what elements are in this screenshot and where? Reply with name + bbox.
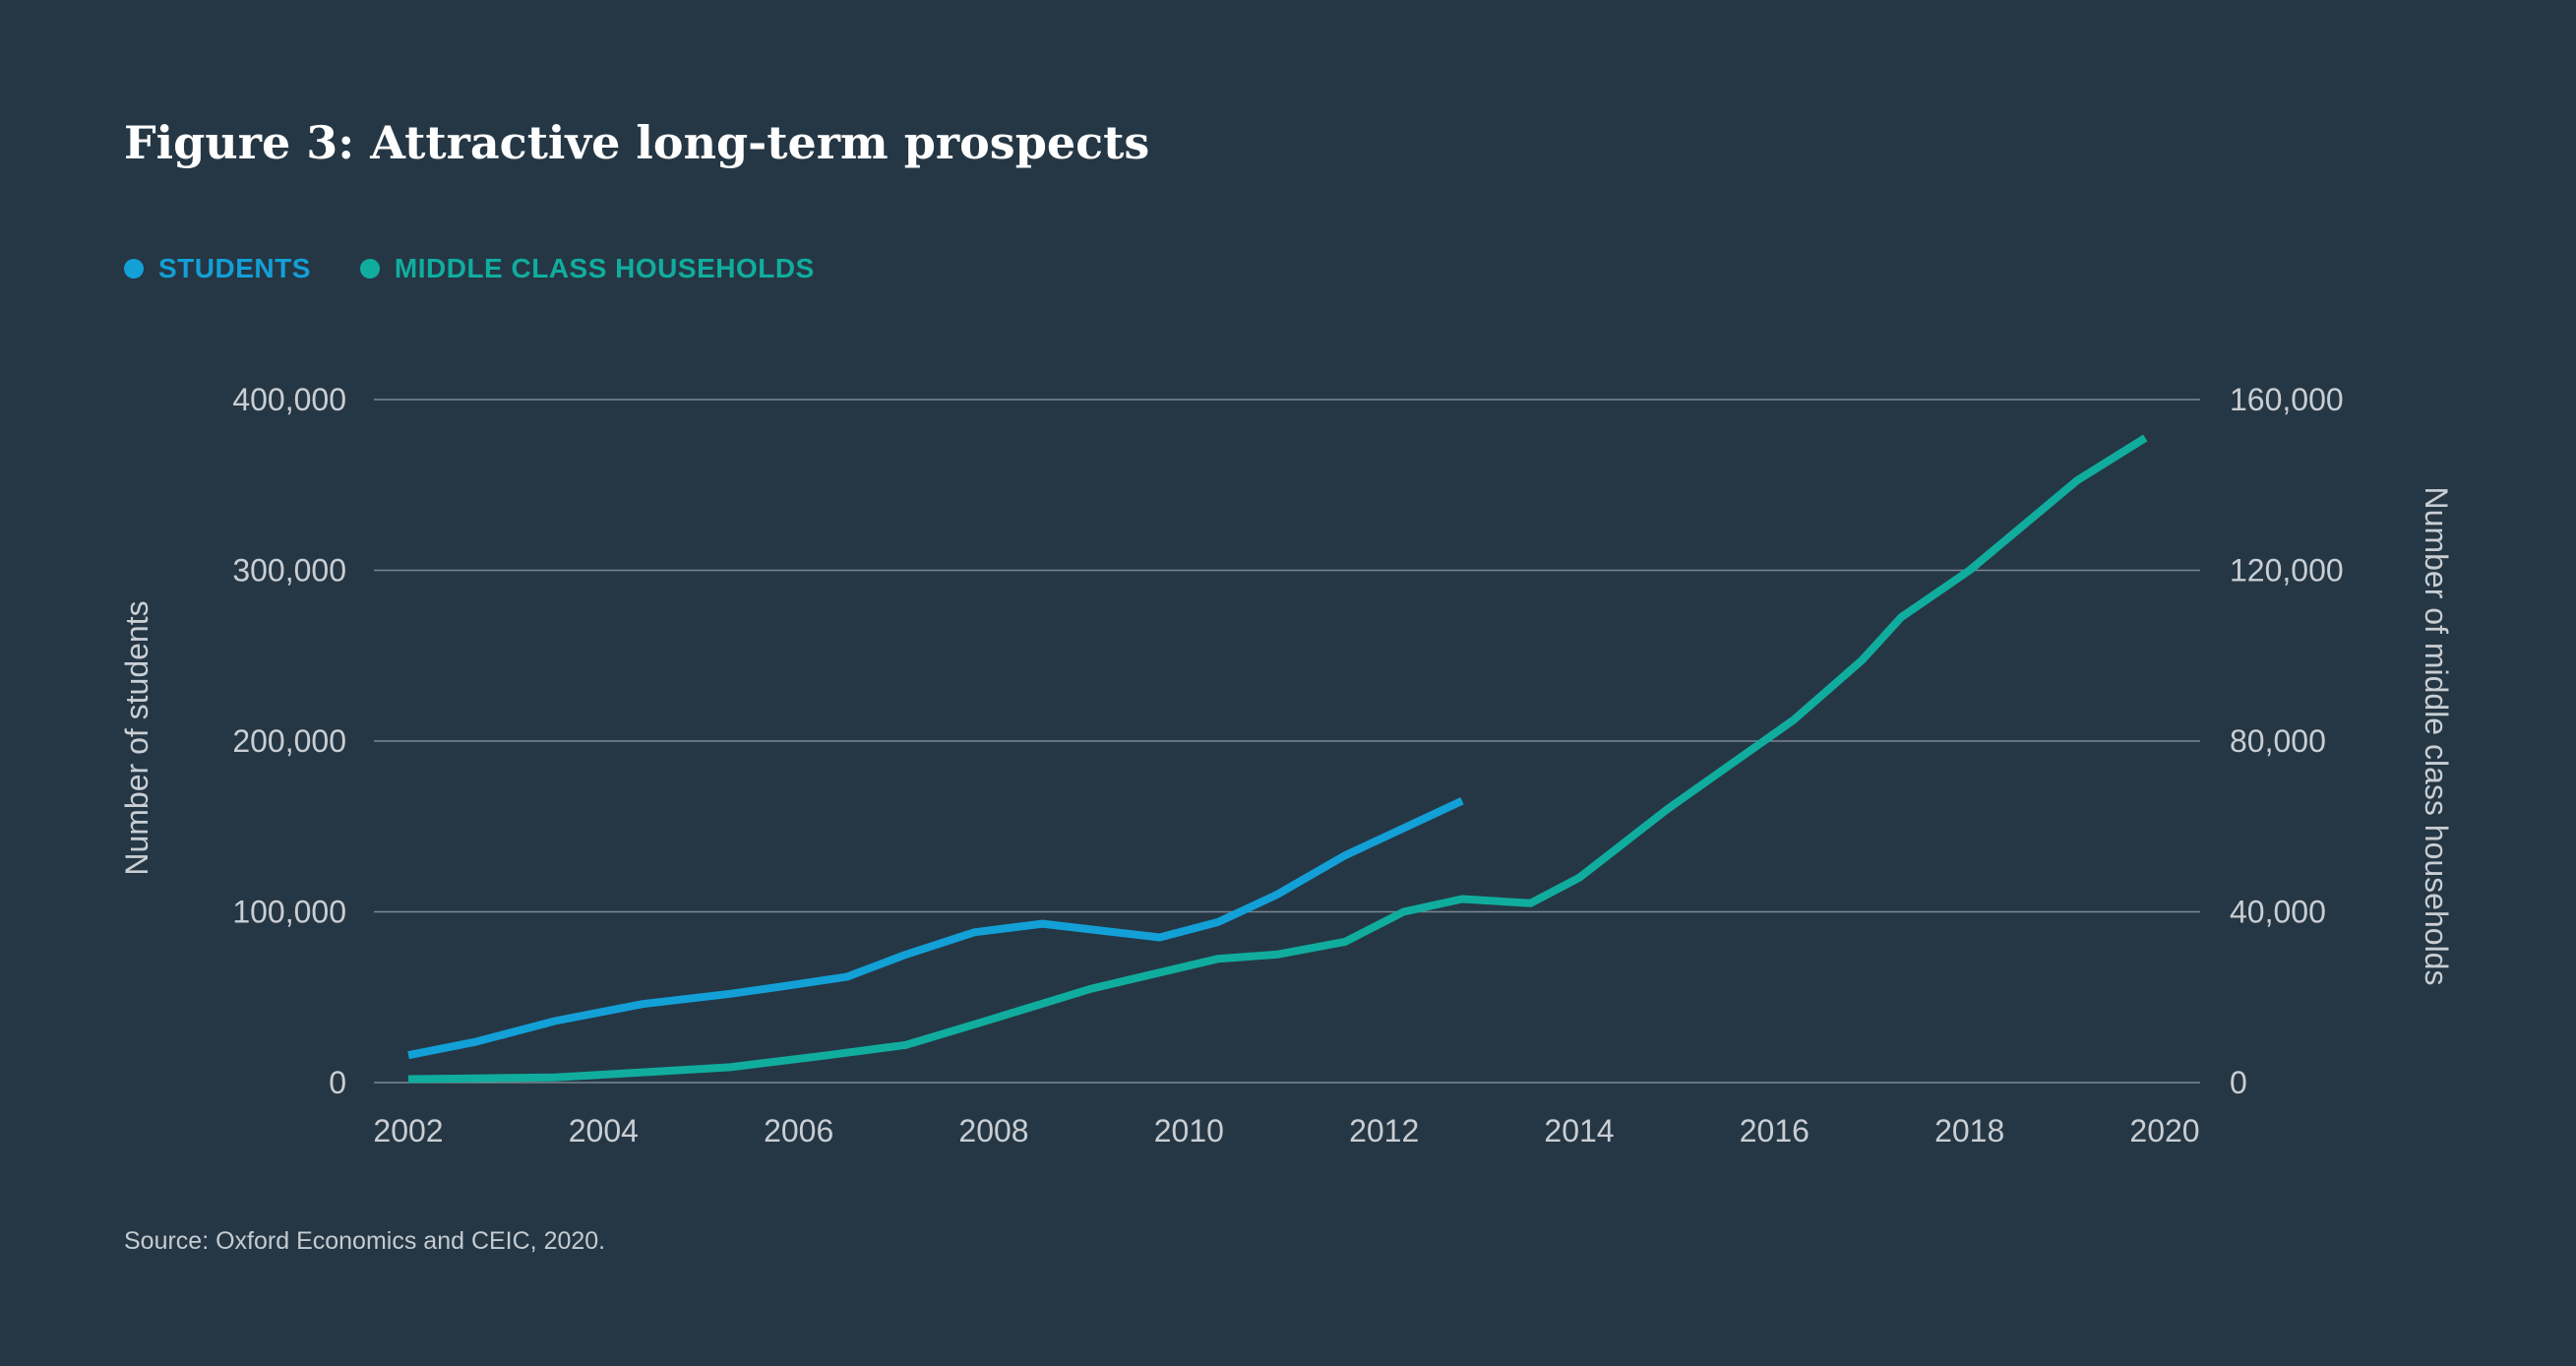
x-tick-label: 2020 (2129, 1113, 2199, 1149)
legend-dot-households (359, 259, 380, 279)
y2-tick-label: 80,000 (2230, 723, 2326, 759)
grid-lines (374, 399, 2200, 1084)
y2-tick-label: 120,000 (2230, 553, 2344, 589)
x-tick-label: 2008 (958, 1113, 1028, 1149)
y-tick-label: 300,000 (232, 553, 346, 589)
chart-legend: STUDENTS MIDDLE CLASS HOUSEHOLDS (124, 253, 864, 284)
legend-item-households: MIDDLE CLASS HOUSEHOLDS (359, 253, 815, 284)
x-tick-label: 2012 (1349, 1113, 1419, 1149)
y2-axis-title: Number of middle class households (2419, 487, 2454, 986)
axis-ticks: 0 0 100,000 40,000 200,000 80,000 300,000 120,0… (232, 382, 2343, 1149)
legend-label-students: STUDENTS (158, 253, 311, 283)
legend-dot-students (124, 259, 144, 279)
x-tick-label: 2016 (1740, 1113, 1809, 1149)
y2-tick-label: 160,000 (2230, 382, 2344, 417)
source-note: Source: Oxford Economics and CEIC, 2020. (124, 1227, 606, 1255)
legend-item-students: STUDENTS (124, 253, 311, 284)
y-tick-label: 100,000 (232, 895, 346, 930)
series-line-students (407, 797, 1464, 1060)
x-tick-label: 2018 (1934, 1113, 2004, 1149)
x-tick-label: 2006 (764, 1113, 833, 1149)
x-tick-label: 2004 (569, 1113, 639, 1149)
x-tick-label: 2014 (1544, 1113, 1614, 1149)
series-lines (407, 434, 2148, 1084)
y2-tick-label: 0 (2230, 1065, 2247, 1100)
y-tick-label: 400,000 (232, 382, 346, 417)
legend-label-households: MIDDLE CLASS HOUSEHOLDS (394, 253, 815, 283)
y-axis-title: Number of students (119, 600, 154, 875)
series-line-households (407, 434, 2148, 1084)
y-tick-label: 0 (329, 1065, 346, 1100)
figure-title: Figure 3: Attractive long-term prospects (124, 116, 1150, 169)
line-chart: 0 0 100,000 40,000 200,000 80,000 300,000 120,0… (119, 382, 2454, 1149)
x-tick-label: 2010 (1154, 1113, 1224, 1149)
x-tick-label: 2002 (373, 1113, 443, 1149)
y2-tick-label: 40,000 (2230, 895, 2326, 930)
y-tick-label: 200,000 (232, 723, 346, 759)
